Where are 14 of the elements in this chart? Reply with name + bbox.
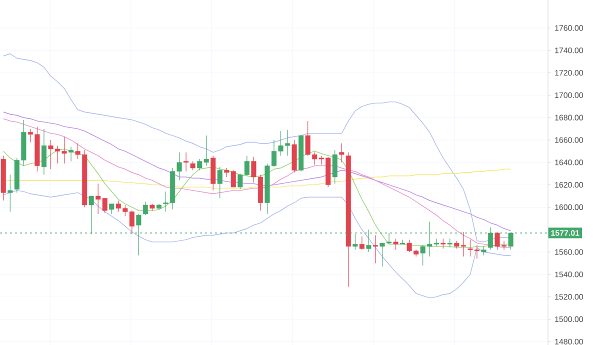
candlestick	[68, 146, 74, 162]
candlestick	[440, 238, 446, 249]
candlestick	[41, 128, 46, 176]
candlestick	[217, 166, 222, 199]
candlestick	[184, 152, 189, 172]
candlestick	[8, 174, 13, 212]
candlestick	[372, 234, 378, 264]
candlestick	[109, 204, 114, 214]
candlestick	[339, 143, 344, 163]
candlestick	[332, 150, 338, 184]
candlestick	[142, 201, 148, 216]
candlestick	[400, 239, 406, 244]
candlestick	[359, 236, 364, 250]
candlestick	[393, 238, 398, 250]
